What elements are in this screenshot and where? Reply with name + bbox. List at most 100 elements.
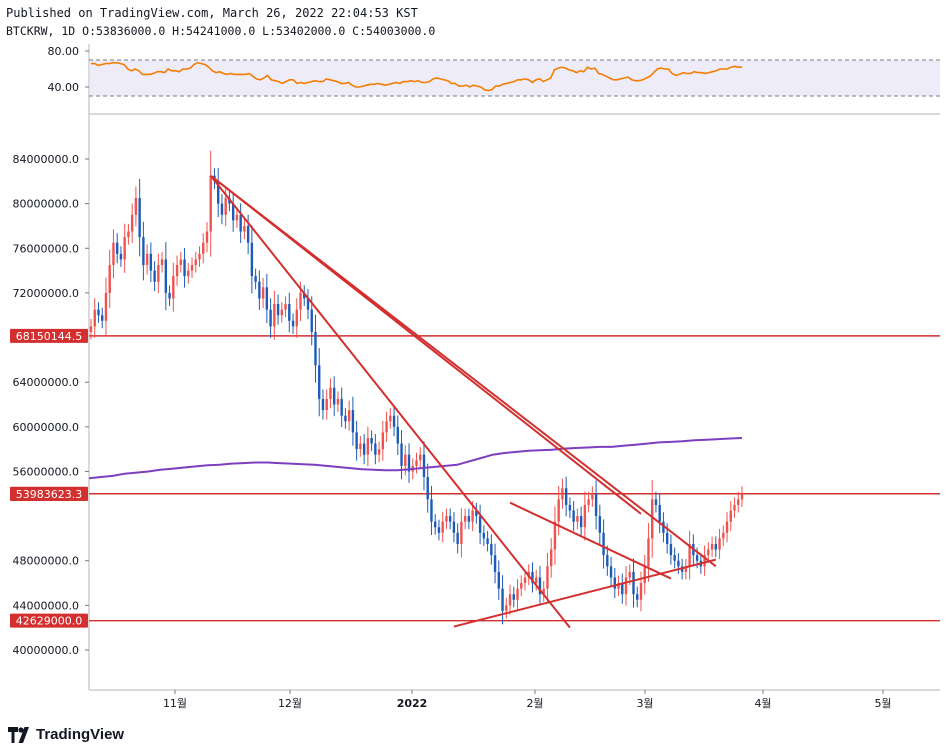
candle [486,530,489,552]
candle-body [217,181,220,204]
candle-body [134,198,138,215]
candle-body [389,415,392,422]
candle-body [183,259,186,277]
candle [134,186,138,227]
candle-body [381,432,385,450]
candle [553,506,557,565]
candle-body [718,538,721,550]
candle-body [142,237,145,266]
candle [516,579,519,610]
candle-body [475,510,478,517]
candle-body [149,253,153,271]
candle [123,223,126,273]
candle-body [445,516,448,522]
candle [426,463,429,513]
candle-body [108,265,111,293]
candle [138,178,141,257]
candle [490,534,493,565]
price-tag-label: 42629000.0 [16,615,82,628]
candle [190,257,194,279]
candle-body [419,454,422,461]
candle [321,389,325,420]
candle-body [621,583,624,595]
candle [598,504,602,545]
candle [441,512,444,543]
candle-body [598,516,602,533]
candle-body [722,532,725,539]
candle-body [377,449,381,455]
brand-logo[interactable]: TradingView [8,726,124,743]
candle-body [220,203,224,215]
candle-body [553,521,557,550]
candle-body [617,583,620,589]
candle-body [493,555,497,572]
candle [392,406,396,437]
candle-body [190,265,194,271]
candle-body [549,549,553,567]
candle [591,486,594,507]
candle [104,277,108,337]
candle-body [523,577,527,584]
candle-body [276,304,280,316]
candle-body [115,242,119,254]
candle [400,430,403,480]
x-axis: 11월 12월 2022 2월 3월 4월 5월 [89,689,940,710]
candle-body [310,309,313,332]
candle [576,508,579,530]
candle [202,233,205,264]
candle-body [179,259,182,266]
candle-body [374,443,377,455]
candle [175,255,179,286]
candle-body [535,577,538,584]
candle [624,566,628,606]
candle [332,376,336,416]
candle-body [587,499,590,505]
candle [243,218,246,240]
candle-body [684,566,688,572]
candle [254,268,257,290]
candle-body [729,510,732,522]
candle-body [254,276,257,282]
candle [714,536,718,558]
candle [295,298,298,338]
candle-body [306,298,310,310]
candle-body [583,504,587,528]
candle [314,314,317,383]
candle-body [538,577,542,595]
candle [561,478,564,509]
candle-body [733,504,736,511]
candle-body [153,270,156,282]
candle [684,558,688,580]
candle [145,244,149,275]
candle-body [318,365,321,399]
price-panel: 84000000.0 80000000.0 76000000.0 72000000.0… [10,150,940,657]
candle [396,415,399,455]
candle-body [325,398,328,411]
candle [419,447,422,468]
candle [677,553,680,574]
candle-body [639,583,643,600]
candle-body [441,521,444,533]
candle-body [396,426,399,444]
candle-body [576,516,579,522]
x-tick-label: 4월 [754,697,771,710]
candle-body [351,410,355,433]
candle [101,307,104,329]
chart-canvas[interactable]: 80.00 40.00 84000000.0 80000000.0 76000000.… [0,0,948,720]
price-tick-label: 64000000.0 [13,376,79,389]
candle-body [265,287,269,310]
candle-body [714,543,718,550]
candle [512,586,515,608]
candle [246,214,250,255]
candle-body [194,259,197,266]
candle-body [643,566,646,584]
candle-body [520,583,523,589]
candle-body [303,292,306,299]
candle [318,348,321,417]
candle [564,476,568,517]
candle [389,408,392,429]
candle-body [636,594,639,600]
candle-body [321,398,325,411]
candle-body [677,560,680,567]
candle-body [710,543,714,550]
